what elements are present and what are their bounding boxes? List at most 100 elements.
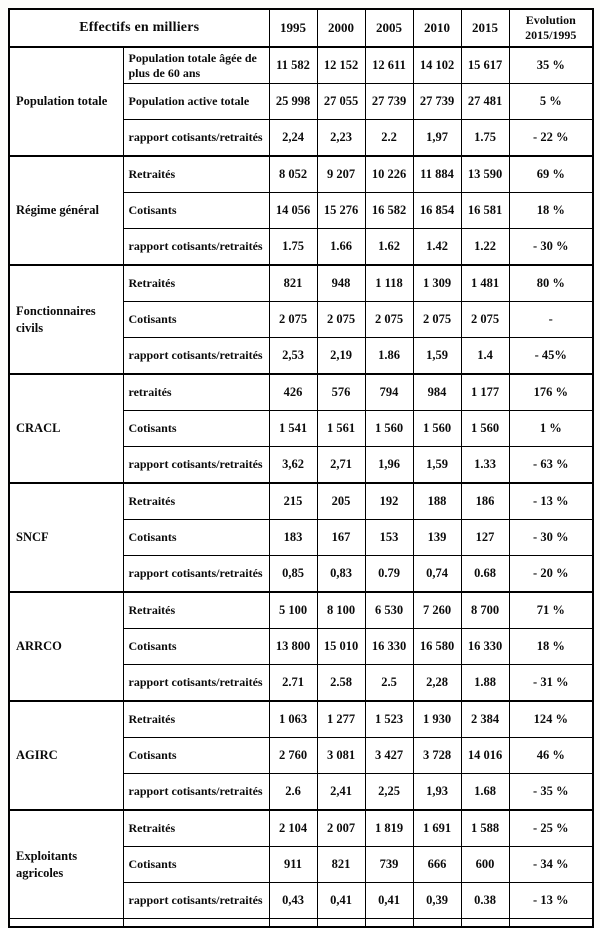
- header-row: Effectifs en milliers 1995 2000 2005 201…: [8, 8, 594, 48]
- value-cell: 3 081: [316, 737, 366, 774]
- table-row: rapport cotisants/retraités 1.75 1.66 1.62 1…: [9, 228, 594, 266]
- value-cell: 188: [412, 482, 462, 520]
- bottom-strip-cell: [268, 918, 318, 928]
- row-label: Population totale âgée de plus de 60 ans: [122, 46, 270, 84]
- value-cell: 984: [412, 373, 462, 411]
- evolution-cell: 5 %: [508, 83, 594, 120]
- value-cell: 739: [364, 846, 414, 883]
- value-cell: 1 561: [316, 410, 366, 447]
- year-header-1995: 1995: [268, 8, 318, 48]
- year-header-2015: 2015: [460, 8, 510, 48]
- table-row: Fonctionnaires civils Retraités 821 948 1 11…: [8, 264, 594, 375]
- value-cell: 167: [316, 519, 366, 556]
- value-cell: 0,41: [364, 882, 414, 919]
- value-cell: 426: [268, 373, 318, 411]
- value-cell: 2 075: [316, 301, 366, 338]
- bottom-strip-cell: [122, 918, 270, 928]
- evolution-cell: - 30 %: [508, 519, 594, 556]
- evolution-cell: 176 %: [508, 373, 594, 411]
- value-cell: 11 582: [268, 46, 318, 84]
- value-cell: 2.6: [268, 773, 318, 811]
- value-cell: 27 739: [364, 83, 414, 120]
- value-cell: 0,83: [316, 555, 366, 593]
- value-cell: 27 739: [412, 83, 462, 120]
- value-cell: 2,19: [316, 337, 366, 375]
- row-label: Retraités: [122, 591, 270, 629]
- value-cell: 0,39: [412, 882, 462, 919]
- table-row: Exploitants agricoles Retraités 2 104 2 007…: [8, 809, 594, 919]
- value-cell: 16 580: [412, 628, 462, 665]
- bottom-strip-cell: [508, 918, 594, 928]
- evolution-cell: - 30 %: [508, 228, 594, 266]
- row-label: Retraités: [122, 809, 270, 847]
- value-cell: 2.71: [268, 664, 318, 702]
- table-row: AGIRC Retraités 1 063 1 277 1 523 1 930 2 384 1…: [8, 700, 594, 811]
- value-cell: 8 100: [316, 591, 366, 629]
- row-label: Cotisants: [122, 519, 270, 556]
- effectifs-table: Effectifs en milliers 1995 2000 2005 201…: [8, 8, 594, 928]
- table-row: Cotisants 2 760 3 081 3 427 3 728 14 016 46 %: [9, 737, 594, 774]
- table-row: CRACL retraités 426 576 794 984 1 177 176 %: [8, 373, 594, 484]
- evolution-cell: - 13 %: [508, 482, 594, 520]
- scanned-document-page: Effectifs en milliers 1995 2000 2005 201…: [8, 8, 594, 928]
- value-cell: 14 056: [268, 192, 318, 229]
- value-cell: 1 560: [364, 410, 414, 447]
- row-label: Cotisants: [122, 192, 270, 229]
- value-cell: 14 102: [412, 46, 462, 84]
- value-cell: 215: [268, 482, 318, 520]
- value-cell: 11 884: [412, 155, 462, 193]
- group-name: Population totale: [8, 46, 124, 157]
- value-cell: 1,59: [412, 337, 462, 375]
- table-row: rapport cotisants/retraités 0,85 0,83 0.79 0…: [9, 555, 594, 593]
- value-cell: 27 481: [460, 83, 510, 120]
- row-label: rapport cotisants/retraités: [122, 228, 270, 266]
- table-row: rapport cotisants/retraités 2.71 2.58 2.5 2,…: [9, 664, 594, 702]
- row-label: rapport cotisants/retraités: [122, 446, 270, 484]
- evolution-cell: -: [508, 301, 594, 338]
- evolution-cell: 71 %: [508, 591, 594, 629]
- value-cell: 3 427: [364, 737, 414, 774]
- row-label: retraités: [122, 373, 270, 411]
- value-cell: 1,59: [412, 446, 462, 484]
- value-cell: 7 260: [412, 591, 462, 629]
- table-row: Cotisants 1 541 1 561 1 560 1 560 1 560 1 %: [9, 410, 594, 447]
- value-cell: 1.4: [460, 337, 510, 375]
- row-label: rapport cotisants/retraités: [122, 773, 270, 811]
- value-cell: 15 617: [460, 46, 510, 84]
- value-cell: 1.68: [460, 773, 510, 811]
- value-cell: 2,71: [316, 446, 366, 484]
- value-cell: 2,23: [316, 119, 366, 157]
- evolution-cell: - 63 %: [508, 446, 594, 484]
- row-label: Cotisants: [122, 410, 270, 447]
- row-label: rapport cotisants/retraités: [122, 882, 270, 919]
- value-cell: 2,53: [268, 337, 318, 375]
- value-cell: 0,41: [316, 882, 366, 919]
- table-title: Effectifs en milliers: [8, 8, 270, 48]
- evolution-cell: - 20 %: [508, 555, 594, 593]
- value-cell: 1.22: [460, 228, 510, 266]
- value-cell: 2 760: [268, 737, 318, 774]
- table-row: Cotisants 13 800 15 010 16 330 16 580 16 330 1…: [9, 628, 594, 665]
- value-cell: 16 854: [412, 192, 462, 229]
- row-label: Retraités: [122, 700, 270, 738]
- value-cell: 153: [364, 519, 414, 556]
- value-cell: 1.88: [460, 664, 510, 702]
- row-label: rapport cotisants/retraités: [122, 555, 270, 593]
- value-cell: 1.75: [460, 119, 510, 157]
- value-cell: 0,85: [268, 555, 318, 593]
- value-cell: 1.42: [412, 228, 462, 266]
- row-label: Retraités: [122, 155, 270, 193]
- group-name: AGIRC: [8, 700, 124, 811]
- bottom-strip-cell: [460, 918, 510, 928]
- evolution-cell: 69 %: [508, 155, 594, 193]
- bottom-strip-cell: [316, 918, 366, 928]
- value-cell: 15 276: [316, 192, 366, 229]
- value-cell: 183: [268, 519, 318, 556]
- value-cell: 666: [412, 846, 462, 883]
- value-cell: 16 330: [460, 628, 510, 665]
- value-cell: 1 930: [412, 700, 462, 738]
- value-cell: 2 075: [412, 301, 462, 338]
- row-label: Retraités: [122, 264, 270, 302]
- table-row: Cotisants 14 056 15 276 16 582 16 854 16 581 1…: [9, 192, 594, 229]
- value-cell: 1.62: [364, 228, 414, 266]
